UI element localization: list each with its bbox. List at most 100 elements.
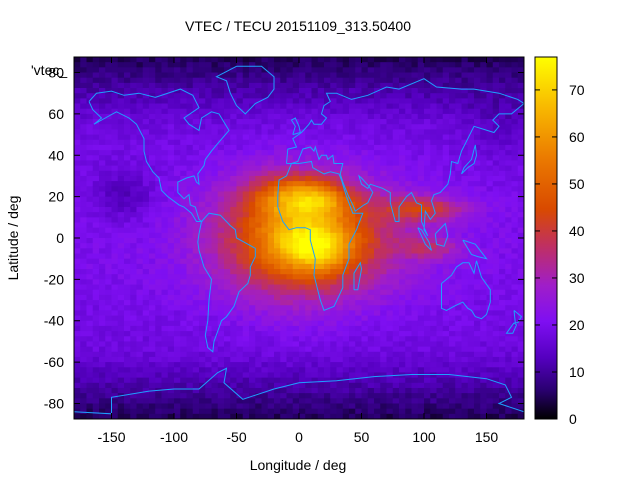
heatmap-cell bbox=[436, 341, 444, 347]
heatmap-cell bbox=[430, 398, 437, 404]
heatmap-cell bbox=[167, 160, 175, 166]
heatmap-cell bbox=[230, 284, 237, 291]
heatmap-cell bbox=[136, 413, 144, 419]
heatmap-cell bbox=[361, 150, 369, 156]
heatmap-cell bbox=[224, 393, 231, 399]
heatmap-cell bbox=[330, 300, 337, 306]
heatmap-cell bbox=[505, 155, 512, 161]
heatmap-cell bbox=[486, 305, 494, 311]
heatmap-cell bbox=[430, 103, 437, 110]
heatmap-cell bbox=[430, 124, 437, 130]
heatmap-cell bbox=[224, 155, 231, 161]
heatmap-cell bbox=[467, 170, 475, 177]
heatmap-cell bbox=[499, 160, 506, 166]
heatmap-cell bbox=[217, 346, 225, 353]
heatmap-cell bbox=[367, 367, 375, 373]
heatmap-cell bbox=[174, 175, 181, 182]
heatmap-cell bbox=[311, 284, 319, 291]
heatmap-cell bbox=[280, 279, 287, 285]
heatmap-cell bbox=[230, 377, 237, 384]
heatmap-cell bbox=[280, 403, 287, 410]
heatmap-cell bbox=[299, 62, 306, 68]
heatmap-cell bbox=[499, 294, 506, 301]
heatmap-cell bbox=[86, 139, 94, 146]
heatmap-cell bbox=[305, 310, 312, 316]
heatmap-cell bbox=[274, 362, 281, 368]
heatmap-cell bbox=[424, 315, 431, 322]
heatmap-cell bbox=[230, 124, 237, 130]
heatmap-cell bbox=[324, 331, 331, 337]
heatmap-cell bbox=[155, 315, 162, 322]
heatmap-cell bbox=[474, 134, 481, 141]
heatmap-cell bbox=[342, 93, 350, 99]
heatmap-cell bbox=[342, 403, 350, 410]
heatmap-cell bbox=[180, 413, 187, 419]
heatmap-cell bbox=[205, 325, 212, 332]
heatmap-cell bbox=[299, 336, 306, 342]
heatmap-cell bbox=[455, 139, 462, 146]
heatmap-cell bbox=[367, 129, 375, 135]
heatmap-cell bbox=[317, 227, 325, 234]
heatmap-cell bbox=[392, 398, 400, 404]
heatmap-cell bbox=[242, 315, 250, 322]
heatmap-cell bbox=[461, 155, 469, 161]
heatmap-cell bbox=[105, 263, 112, 270]
heatmap-cell bbox=[330, 243, 337, 249]
heatmap-cell bbox=[117, 248, 125, 254]
heatmap-cell bbox=[367, 413, 375, 419]
heatmap-cell bbox=[486, 150, 494, 156]
heatmap-cell bbox=[267, 320, 275, 327]
heatmap-cell bbox=[92, 310, 100, 316]
heatmap-cell bbox=[105, 279, 112, 285]
heatmap-cell bbox=[442, 372, 450, 379]
heatmap-cell bbox=[405, 206, 412, 213]
heatmap-cell bbox=[155, 139, 162, 146]
heatmap-cell bbox=[167, 222, 175, 229]
heatmap-cell bbox=[336, 212, 344, 218]
heatmap-cell bbox=[111, 325, 119, 332]
heatmap-cell bbox=[286, 336, 294, 342]
heatmap-cell bbox=[424, 217, 431, 223]
heatmap-cell bbox=[255, 227, 262, 234]
heatmap-cell bbox=[492, 98, 500, 104]
heatmap-cell bbox=[142, 113, 150, 120]
heatmap-cell bbox=[267, 124, 275, 130]
heatmap-cell bbox=[349, 351, 356, 358]
heatmap-cell bbox=[274, 356, 281, 363]
heatmap-cell bbox=[442, 315, 450, 322]
heatmap-cell bbox=[355, 144, 362, 151]
heatmap-cell bbox=[430, 413, 437, 419]
heatmap-cell bbox=[374, 206, 381, 213]
heatmap-cell bbox=[305, 258, 312, 265]
heatmap-cell bbox=[367, 170, 375, 177]
heatmap-cell bbox=[486, 139, 494, 146]
heatmap-cell bbox=[180, 238, 187, 244]
heatmap-cell bbox=[236, 124, 244, 130]
heatmap-cell bbox=[180, 113, 187, 120]
heatmap-cell bbox=[380, 222, 387, 229]
heatmap-cell bbox=[161, 124, 169, 130]
heatmap-cell bbox=[411, 346, 419, 353]
heatmap-cell bbox=[130, 356, 137, 363]
heatmap-cell bbox=[361, 274, 369, 280]
heatmap-cell bbox=[255, 382, 262, 389]
heatmap-cell bbox=[230, 362, 237, 368]
heatmap-cell bbox=[430, 217, 437, 223]
heatmap-cell bbox=[492, 227, 500, 234]
heatmap-cell bbox=[105, 227, 112, 234]
heatmap-cell bbox=[480, 253, 487, 260]
heatmap-cell bbox=[436, 408, 444, 415]
heatmap-cell bbox=[149, 325, 156, 332]
heatmap-cell bbox=[149, 175, 156, 182]
heatmap-cell bbox=[330, 222, 337, 229]
heatmap-cell bbox=[155, 289, 162, 296]
heatmap-cell bbox=[286, 403, 294, 410]
heatmap-cell bbox=[117, 408, 125, 415]
heatmap-cell bbox=[80, 129, 87, 135]
heatmap-cell bbox=[255, 82, 262, 89]
heatmap-cell bbox=[242, 72, 250, 79]
heatmap-cell bbox=[224, 346, 231, 353]
heatmap-cell bbox=[255, 191, 262, 198]
heatmap-cell bbox=[261, 170, 269, 177]
heatmap-cell bbox=[380, 258, 387, 265]
